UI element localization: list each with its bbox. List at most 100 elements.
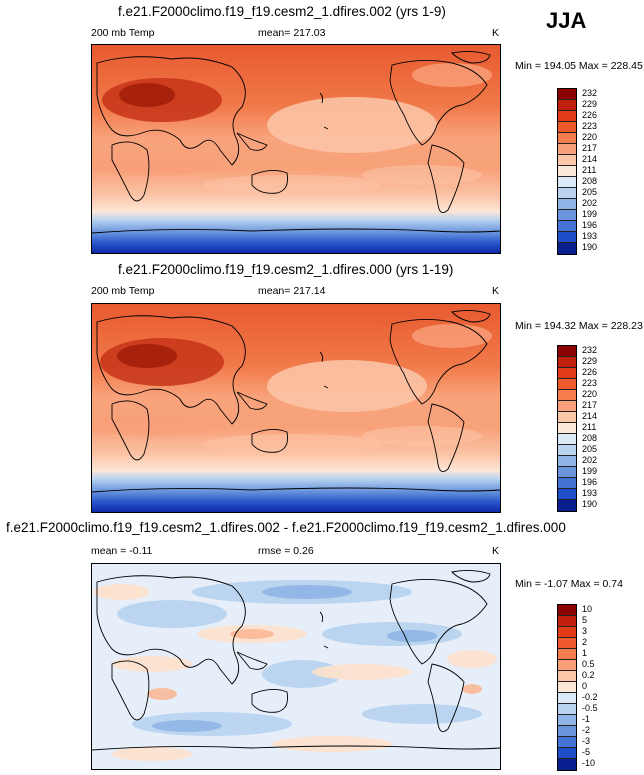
panel-2-colorbar-swatch [558, 368, 576, 379]
panel-3-minmax: Min = -1.07 Max = 0.74 [515, 578, 623, 590]
season-label: JJA [546, 8, 587, 33]
colorbar-tick-label: 199 [582, 209, 598, 219]
panel-1-variable: 200 mb Temp [91, 27, 155, 39]
panel-1-colorbar-swatch [558, 89, 576, 100]
colorbar-tick-label: 2 [582, 637, 588, 647]
panel-3-colorbar-swatch [558, 660, 576, 671]
panel-3-colorbar-swatch [558, 693, 576, 704]
panel-3-colorbar-swatch [558, 715, 576, 726]
panel-3-colorbar-swatch [558, 682, 576, 693]
panel-2-mean: mean= 217.14 [258, 285, 326, 297]
panel-3-rmse: rmse = 0.26 [258, 545, 314, 557]
panel-1-colorbar-swatch [558, 221, 576, 232]
colorbar-tick-label: 190 [582, 242, 598, 252]
panel-2-colorbar [557, 345, 577, 512]
colorbar-tick-label: 193 [582, 231, 598, 241]
panel-1-map-graphic [92, 45, 500, 253]
panel-1-minmax: Min = 194.05 Max = 228.45 [515, 60, 643, 72]
panel-1-colorbar-swatch [558, 188, 576, 199]
colorbar-tick-label: 232 [582, 88, 598, 98]
panel-3-title: f.e21.F2000climo.f19_f19.cesm2_1.dfires.… [6, 520, 566, 535]
panel-3-colorbar-swatch [558, 638, 576, 649]
panel-1-title: f.e21.F2000climo.f19_f19.cesm2_1.dfires.… [118, 4, 446, 19]
colorbar-tick-label: 0.5 [582, 659, 595, 669]
colorbar-tick-label: 220 [582, 132, 598, 142]
colorbar-tick-label: 217 [582, 400, 598, 410]
panel-2-variable: 200 mb Temp [91, 285, 155, 297]
panel-3-mean: mean = -0.11 [91, 545, 153, 557]
panel-3-colorbar-swatch [558, 671, 576, 682]
panel-2-minmax: Min = 194.32 Max = 228.23 [515, 320, 643, 332]
panel-1-colorbar-swatch [558, 155, 576, 166]
colorbar-tick-label: 208 [582, 176, 598, 186]
colorbar-tick-label: -0.2 [582, 692, 598, 702]
colorbar-tick-label: 229 [582, 356, 598, 366]
panel-3-colorbar-swatch [558, 748, 576, 759]
panel-2-colorbar-swatch [558, 456, 576, 467]
panel-1-units: K [492, 27, 500, 39]
panel-3-units: K [492, 545, 500, 557]
panel-2-colorbar-swatch [558, 379, 576, 390]
colorbar-tick-label: 205 [582, 444, 598, 454]
colorbar-tick-label: 226 [582, 367, 598, 377]
colorbar-tick-label: -1 [582, 714, 591, 724]
colorbar-tick-label: 214 [582, 411, 598, 421]
panel-1-colorbar-swatch [558, 166, 576, 177]
colorbar-tick-label: 211 [582, 165, 597, 175]
panel-3-colorbar-swatch [558, 627, 576, 638]
colorbar-tick-label: 223 [582, 121, 598, 131]
panel-1-colorbar-swatch [558, 210, 576, 221]
colorbar-tick-label: 202 [582, 198, 598, 208]
panel-2-colorbar-swatch [558, 445, 576, 456]
panel-1-colorbar-swatch [558, 199, 576, 210]
colorbar-tick-label: 229 [582, 99, 598, 109]
panel-3-colorbar-swatch [558, 737, 576, 748]
panel-2-colorbar-swatch [558, 434, 576, 445]
panel-1-map [91, 44, 501, 254]
colorbar-tick-label: 190 [582, 499, 598, 509]
panel-2-colorbar-swatch [558, 500, 576, 511]
panel-1-colorbar-swatch [558, 144, 576, 155]
colorbar-tick-label: -3 [582, 736, 591, 746]
colorbar-tick-label: 5 [582, 615, 588, 625]
panel-2-colorbar-swatch [558, 423, 576, 434]
colorbar-tick-label: -5 [582, 747, 591, 757]
colorbar-tick-label: 217 [582, 143, 598, 153]
panel-1-colorbar-swatch [558, 133, 576, 144]
panel-1-colorbar [557, 88, 577, 255]
panel-3-colorbar-swatch [558, 726, 576, 737]
colorbar-tick-label: 0.2 [582, 670, 595, 680]
colorbar-tick-label: 10 [582, 604, 593, 614]
panel-2-colorbar-swatch [558, 412, 576, 423]
panel-2-colorbar-swatch [558, 357, 576, 368]
colorbar-tick-label: 196 [582, 477, 598, 487]
panel-1-colorbar-swatch [558, 111, 576, 122]
panel-2-colorbar-swatch [558, 478, 576, 489]
panel-1-colorbar-swatch [558, 100, 576, 111]
colorbar-tick-label: 208 [582, 433, 598, 443]
panel-2-map-graphic [92, 304, 500, 512]
panel-1-colorbar-swatch [558, 243, 576, 254]
panel-3-colorbar-swatch [558, 605, 576, 616]
panel-2-units: K [492, 285, 500, 297]
colorbar-tick-label: 214 [582, 154, 598, 164]
panel-1-colorbar-swatch [558, 177, 576, 188]
colorbar-tick-label: -0.5 [582, 703, 598, 713]
colorbar-tick-label: 1 [582, 648, 588, 658]
colorbar-tick-label: 202 [582, 455, 598, 465]
panel-3-map [91, 563, 501, 770]
colorbar-tick-label: 223 [582, 378, 598, 388]
colorbar-tick-label: -2 [582, 725, 591, 735]
panel-1-colorbar-swatch [558, 232, 576, 243]
panel-3-colorbar [557, 604, 577, 771]
colorbar-tick-label: 199 [582, 466, 598, 476]
colorbar-tick-label: 193 [582, 488, 598, 498]
panel-2-colorbar-swatch [558, 401, 576, 412]
panel-3-colorbar-swatch [558, 759, 576, 770]
panel-2-title: f.e21.F2000climo.f19_f19.cesm2_1.dfires.… [118, 262, 454, 277]
colorbar-tick-label: 211 [582, 422, 597, 432]
panel-3-colorbar-swatch [558, 616, 576, 627]
panel-3-map-graphic [92, 564, 500, 769]
panel-2-colorbar-swatch [558, 346, 576, 357]
panel-1-colorbar-swatch [558, 122, 576, 133]
